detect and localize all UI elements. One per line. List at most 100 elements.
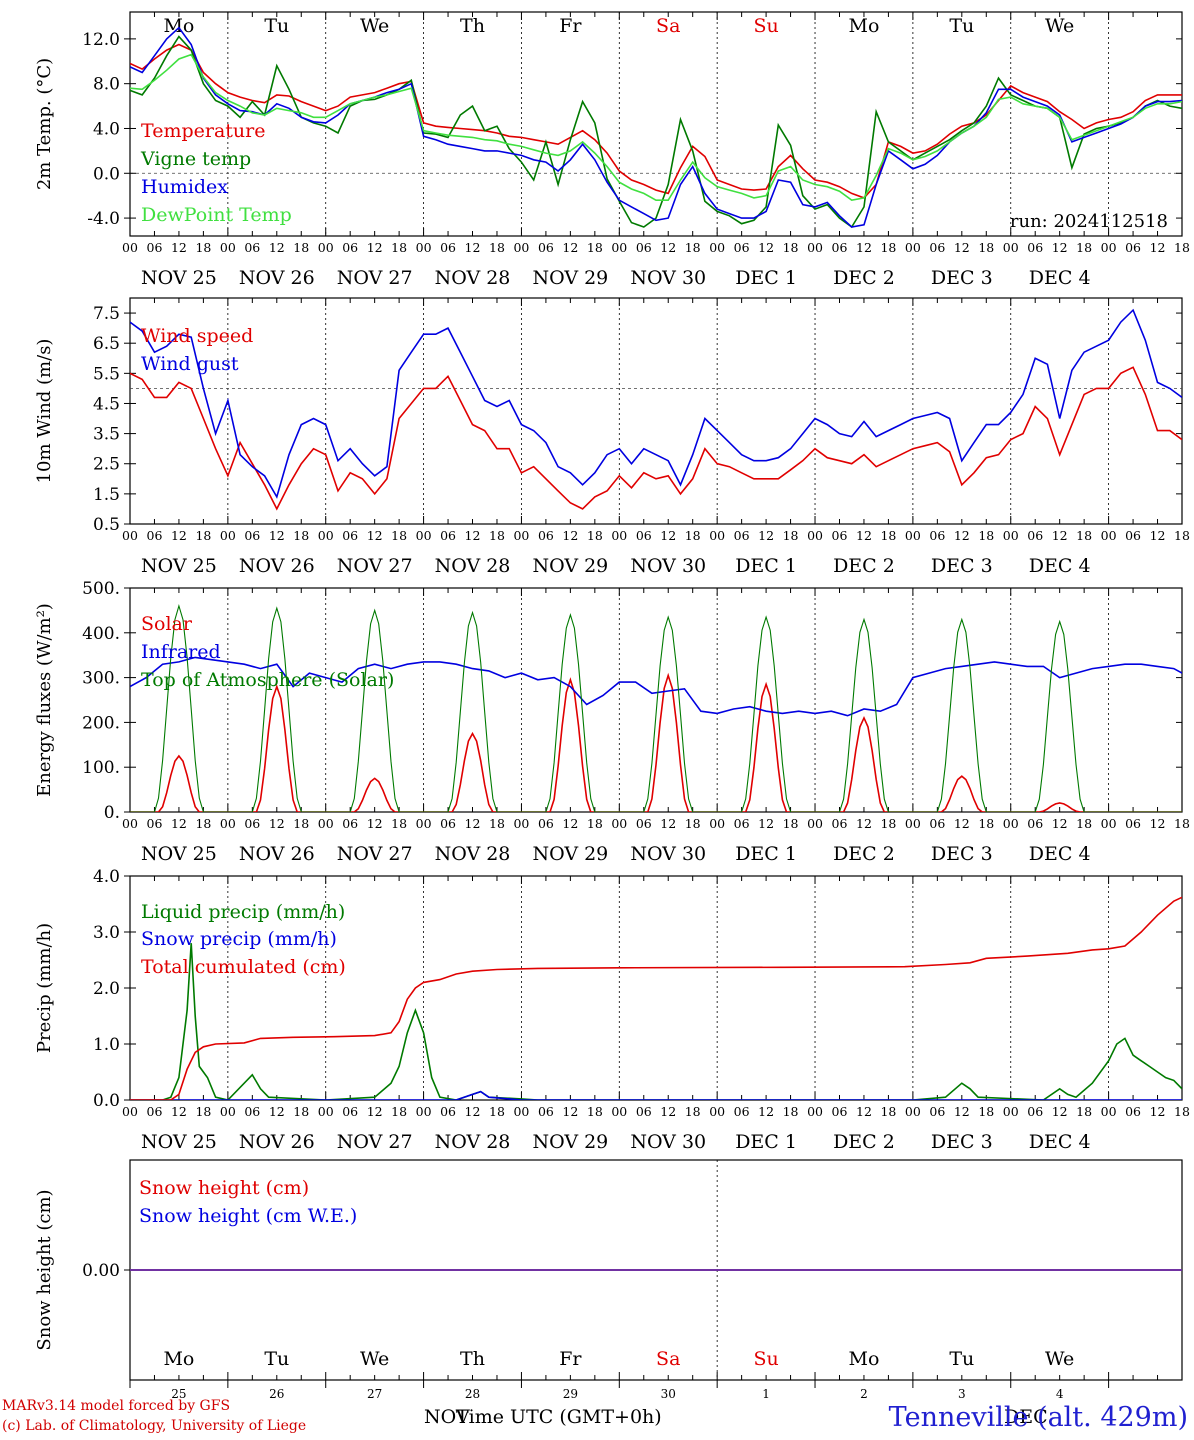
x-hour-label: 18: [587, 816, 603, 831]
x-hour-label: 06: [1125, 528, 1141, 543]
x-hour-label: 18: [783, 240, 799, 255]
y-tick-label: 7.5: [93, 304, 120, 324]
x-hour-label: 12: [269, 240, 285, 255]
y-tick-label: 12.0: [82, 30, 120, 50]
x-hour-label: 00: [1101, 240, 1117, 255]
x-hour-label: 00: [513, 528, 529, 543]
y-tick-label: 4.0: [93, 867, 120, 887]
x-hour-label: 00: [807, 1104, 823, 1119]
x-date-label: NOV 30: [630, 555, 706, 577]
series-line-blue: [130, 656, 1182, 717]
x-hour-label: 00: [318, 816, 334, 831]
series-line-red: [130, 896, 1182, 1100]
x-hour-label: 06: [832, 816, 848, 831]
x-hour-label: 12: [1150, 816, 1166, 831]
x-hour-label: 00: [1101, 528, 1117, 543]
y-tick-label: 0.5: [93, 515, 120, 535]
x-hour-label: 06: [440, 1104, 456, 1119]
x-hour-label: 06: [440, 816, 456, 831]
x-hour-label: 12: [562, 816, 578, 831]
x-hour-label: 00: [122, 240, 138, 255]
x-date-label: NOV 28: [435, 843, 511, 865]
x-hour-label: 00: [220, 816, 236, 831]
x-date-label: DEC 4: [1029, 1131, 1091, 1153]
x-hour-label: 12: [660, 1104, 676, 1119]
x-hour-label: 18: [195, 528, 211, 543]
day-number-label: 1: [762, 1387, 770, 1401]
x-hour-label: 00: [1003, 528, 1019, 543]
x-hour-label: 00: [611, 528, 627, 543]
x-date-label: NOV 29: [532, 267, 608, 289]
x-hour-label: 18: [391, 1104, 407, 1119]
x-date-label: NOV 26: [239, 1131, 315, 1153]
x-hour-label: 12: [856, 528, 872, 543]
day-number-label: 26: [269, 1387, 284, 1401]
x-hour-label: 06: [244, 528, 260, 543]
legend-entry: Temperature: [141, 120, 265, 142]
weekday-label: Tu: [949, 1348, 974, 1370]
x-hour-label: 18: [489, 528, 505, 543]
x-date-label: DEC 1: [735, 843, 797, 865]
series-line-green: [130, 603, 1182, 812]
x-hour-label: 18: [783, 528, 799, 543]
x-hour-label: 12: [856, 1104, 872, 1119]
panel-snow: 0.00 Snow height (cm) Mo Tu We Th Fr Sa Su Mo Tu We…: [34, 1159, 1183, 1401]
x-date-label: DEC 4: [1029, 555, 1091, 577]
x-date-label: NOV 28: [435, 555, 511, 577]
y-tick-label: -4.0: [87, 209, 120, 229]
x-hour-label: 00: [905, 528, 921, 543]
x-hour-label: 18: [587, 1104, 603, 1119]
weekday-label: We: [1045, 1348, 1074, 1370]
x-date-label: NOV 27: [337, 267, 413, 289]
y-axis-label: 10m Wind (m/s): [34, 339, 55, 484]
x-date-label: NOV 25: [141, 843, 217, 865]
x-date-label: NOV 27: [337, 843, 413, 865]
legend-entry: Top of Atmosphere (Solar): [141, 669, 394, 691]
x-hour-label: 12: [1150, 528, 1166, 543]
x-hour-label: 18: [293, 528, 309, 543]
panel-wind: 7.5 6.5 5.5 4.5 3.5 2.5 1.5 0.5 10m Wind (m/s) 00…: [34, 297, 1190, 577]
x-hour-label: 12: [856, 240, 872, 255]
day-number-label: 2: [860, 1387, 868, 1401]
station-name: Tenneville (alt. 429m): [888, 1402, 1188, 1433]
x-hour-label: 12: [1150, 240, 1166, 255]
x-hour-label: 18: [391, 240, 407, 255]
x-hour-label: 12: [269, 1104, 285, 1119]
x-hour-label: 18: [685, 240, 701, 255]
x-hour-label: 00: [318, 1104, 334, 1119]
y-tick-label: 4.5: [93, 394, 120, 414]
x-hour-label: 06: [636, 1104, 652, 1119]
day-number-label: 29: [563, 1387, 578, 1401]
weekday-label: Mo: [849, 1348, 880, 1370]
x-date-label: NOV 29: [532, 1131, 608, 1153]
x-hour-label: 12: [758, 528, 774, 543]
weekday-label: Fr: [559, 15, 582, 37]
x-hour-label: 12: [367, 528, 383, 543]
weekday-label: Th: [460, 15, 485, 37]
x-hour-label: 12: [660, 240, 676, 255]
x-hour-label: 00: [807, 240, 823, 255]
x-hour-label: 12: [856, 816, 872, 831]
y-tick-label: 400.: [82, 624, 120, 644]
x-hour-label: 12: [1052, 1104, 1068, 1119]
x-hour-label: 00: [905, 1104, 921, 1119]
weekday-label: Mo: [163, 1348, 194, 1370]
x-hour-label: 12: [758, 1104, 774, 1119]
x-hour-label: 00: [709, 528, 725, 543]
x-hour-label: 00: [611, 816, 627, 831]
series-line-lightgreen: [130, 53, 1182, 202]
legend-entry: Snow height (cm W.E.): [139, 1205, 357, 1227]
x-date-label: DEC 3: [931, 555, 993, 577]
x-hour-label: 06: [929, 816, 945, 831]
x-hour-label: 18: [293, 1104, 309, 1119]
x-date-label: NOV 27: [337, 555, 413, 577]
x-hour-label: 06: [832, 240, 848, 255]
x-hour-label: 00: [1003, 816, 1019, 831]
legend-entry: Snow height (cm): [139, 1177, 309, 1199]
weekday-label: We: [1045, 15, 1074, 37]
x-hour-label: 12: [1052, 816, 1068, 831]
x-hour-label: 06: [734, 816, 750, 831]
x-hour-label: 00: [416, 1104, 432, 1119]
x-hour-label: 00: [220, 1104, 236, 1119]
x-hour-label: 06: [538, 816, 554, 831]
